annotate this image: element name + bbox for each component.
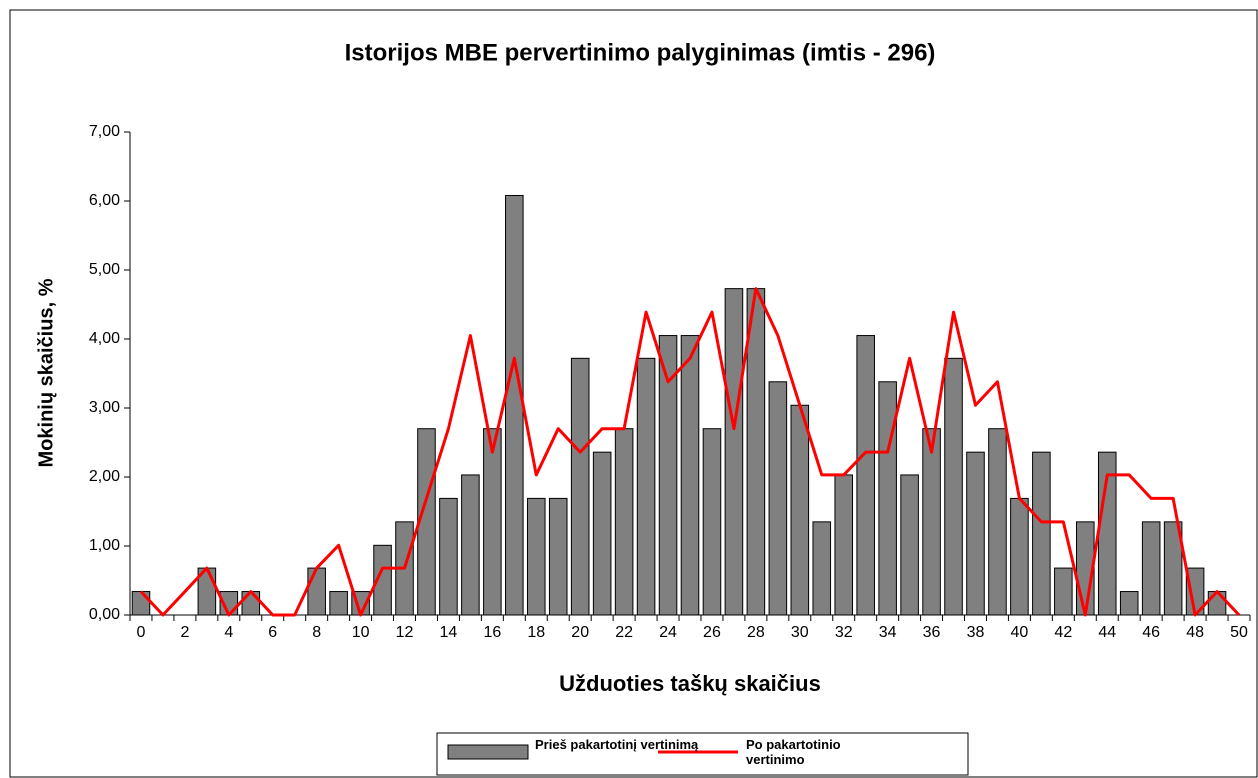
bar [614,428,634,616]
bar [570,357,590,616]
bar [922,428,941,616]
bar [483,428,502,616]
y-tick-label: 6,00 [89,192,120,209]
x-tick-label: 16 [483,624,501,641]
x-tick-label: 20 [571,624,589,641]
bar [461,474,480,616]
bar [966,451,985,616]
x-tick-label: 48 [1186,624,1204,641]
y-tick-label: 7,00 [89,123,120,140]
bar [834,474,854,616]
bar [790,404,810,616]
bar [1054,567,1073,616]
y-tick-label: 2,00 [89,468,120,485]
x-tick-label: 38 [967,624,985,641]
bar [900,474,919,616]
bar [768,381,788,616]
bar [548,497,568,616]
x-tick-label: 18 [527,624,545,641]
x-tick-label: 40 [1011,624,1029,641]
bar [439,497,458,616]
bar [329,591,348,616]
x-tick-label: 46 [1142,624,1160,641]
bar [856,335,875,616]
bar [307,567,326,616]
chart-border [9,9,1258,778]
bar [241,591,261,616]
bar [1010,497,1029,616]
bar [505,194,524,616]
chart-title: Istorijos MBE pervertinimo palyginimas (… [345,39,936,66]
x-axis-title: Užduoties taškų skaičius [559,671,821,696]
bar [636,357,656,616]
bar [812,521,832,616]
bar [131,591,151,616]
bar [878,381,897,616]
x-tick-label: 28 [747,624,765,641]
y-tick-label: 1,00 [89,537,120,554]
y-tick-label: 5,00 [89,261,120,278]
y-tick-label: 0,00 [89,606,120,623]
legend-label: Po pakartotinio vertinimo [746,737,841,767]
x-tick-label: 44 [1098,624,1116,641]
bar [746,288,766,616]
bar [680,335,700,616]
x-tick-label: 34 [879,624,897,641]
x-tick-label: 24 [659,624,677,641]
bar [526,497,546,616]
x-tick-label: 10 [352,624,370,641]
x-tick-label: 6 [268,624,277,641]
x-tick-label: 30 [791,624,809,641]
bar [944,357,963,616]
legend-label: Prieš pakartotinį vertinimą [535,737,699,752]
x-tick-label: 2 [180,624,189,641]
bar [1032,451,1051,616]
x-tick-label: 0 [137,624,146,641]
legend-swatch [447,744,529,760]
line [139,287,1241,617]
bar [988,428,1007,616]
y-tick-label: 4,00 [89,330,120,347]
bar [1141,521,1161,616]
y-tick-label: 3,00 [89,399,120,416]
x-tick-label: 22 [615,624,633,641]
bar [702,428,722,616]
y-axis-title: Mokinių skaičius, % [35,278,57,467]
x-tick-label: 14 [440,624,458,641]
x-tick-label: 42 [1054,624,1072,641]
x-tick-label: 12 [396,624,414,641]
bar [592,451,612,616]
bar [1119,591,1139,616]
x-tick-label: 26 [703,624,721,641]
x-tick-label: 4 [224,624,233,641]
x-tick-label: 32 [835,624,853,641]
x-tick-label: 8 [312,624,321,641]
bar [1207,591,1227,616]
bar [724,288,744,616]
x-tick-label: 50 [1230,624,1248,641]
x-tick-label: 36 [923,624,941,641]
